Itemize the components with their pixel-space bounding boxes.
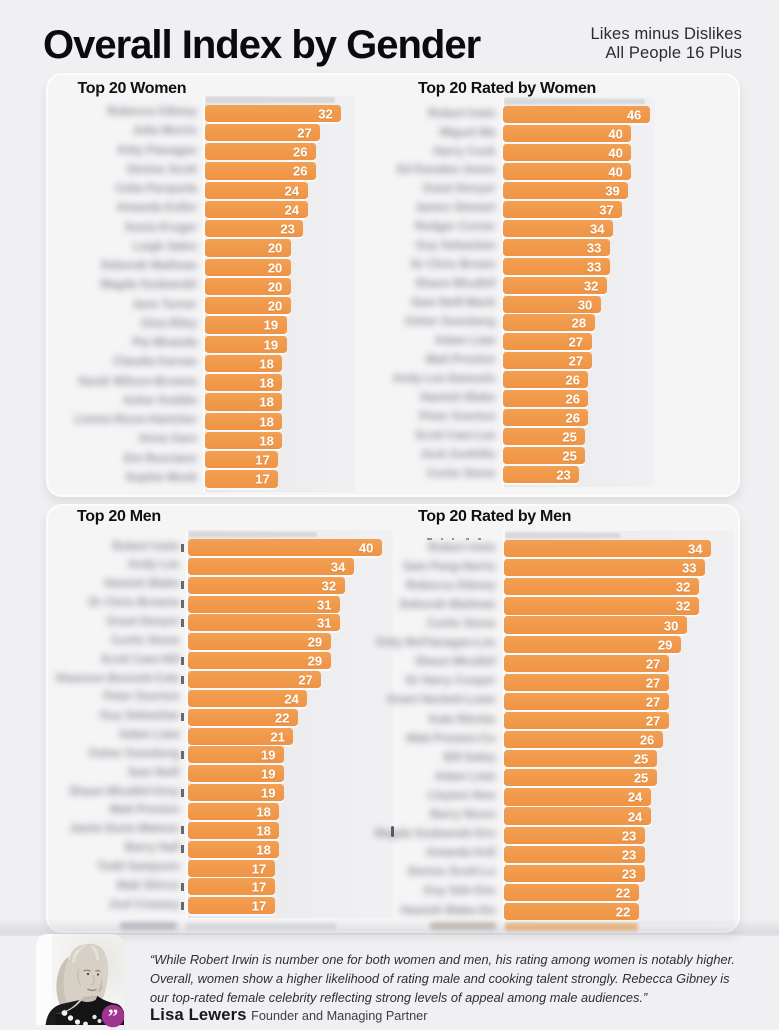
- svg-text:”: ”: [107, 1005, 118, 1029]
